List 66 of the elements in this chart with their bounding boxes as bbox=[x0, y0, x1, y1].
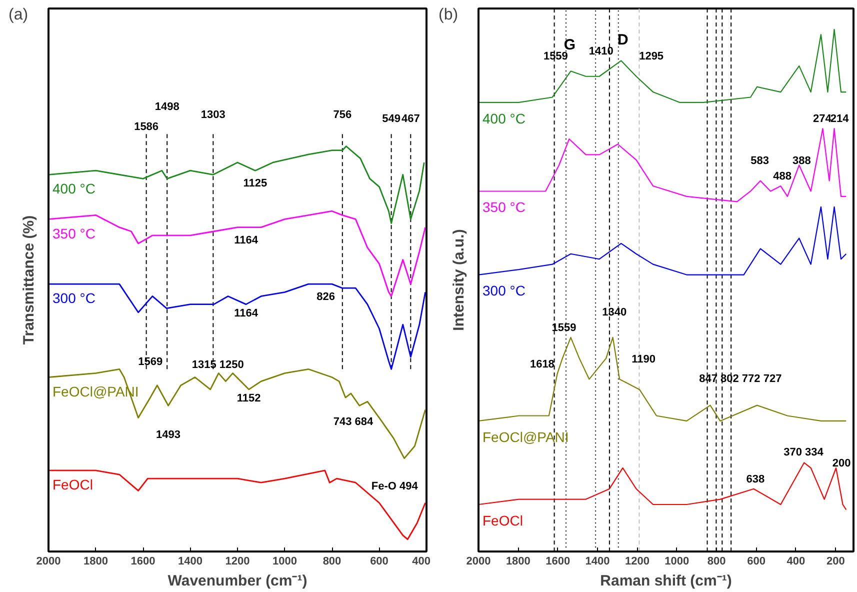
x-tick-label: 1400 bbox=[585, 556, 610, 568]
text: 467 bbox=[401, 112, 420, 125]
chart-title: (b) bbox=[438, 6, 458, 24]
x-tick-label: 1000 bbox=[664, 556, 690, 568]
x-tick-label: 600 bbox=[370, 556, 388, 568]
x-axis-title: Wavenumber (cm⁻¹) bbox=[168, 572, 308, 590]
annotation: 1410 bbox=[588, 45, 614, 58]
x-tick-label: 1400 bbox=[178, 556, 202, 568]
x-tick-label: 1800 bbox=[506, 556, 530, 568]
annotation: 1559 bbox=[552, 322, 576, 334]
text: 549 bbox=[382, 112, 400, 125]
annotation: 488 bbox=[773, 170, 792, 183]
annotation: 743 684 bbox=[333, 416, 374, 428]
x-tick-label: 1600 bbox=[546, 556, 570, 568]
annotation: 1340 bbox=[602, 306, 627, 318]
x-tick-label: 800 bbox=[322, 556, 342, 568]
x-tick-label: 600 bbox=[747, 556, 766, 568]
text: 1586 bbox=[134, 121, 159, 134]
text: 1303 bbox=[200, 108, 226, 121]
series-label: FeOCl bbox=[482, 512, 523, 528]
annotation: 388 bbox=[792, 154, 811, 167]
series-label: 400 °C bbox=[482, 110, 526, 126]
annotation: 1559 bbox=[543, 50, 568, 62]
annotation: 1190 bbox=[632, 353, 656, 366]
x-tick-label: 800 bbox=[707, 556, 726, 568]
series-label: FeOCl@PANI bbox=[482, 428, 569, 445]
text: 1498 bbox=[154, 100, 180, 113]
annotation: D bbox=[618, 31, 629, 48]
chart-title: (a) bbox=[8, 6, 28, 24]
annotation: 1493 bbox=[156, 428, 181, 441]
x-axis-title: Raman shift (cm⁻¹) bbox=[600, 572, 732, 590]
x-tick-label: 200 bbox=[826, 556, 845, 568]
annotation: 1569 bbox=[138, 356, 163, 368]
series-label: 400 °C bbox=[52, 180, 96, 197]
x-tick-label: 1000 bbox=[272, 556, 297, 568]
x-tick-label: 1800 bbox=[84, 556, 108, 568]
x-tick-label: 1200 bbox=[225, 556, 250, 568]
x-tick-label: 400 bbox=[412, 556, 431, 568]
x-tick-label: 2000 bbox=[36, 556, 61, 568]
annotation: 1125 bbox=[243, 178, 268, 190]
annotation: 583 bbox=[750, 154, 770, 167]
annotation: 1152 bbox=[236, 392, 261, 405]
annotation: 214 bbox=[830, 113, 850, 126]
y-axis-title: Transmittance (%) bbox=[20, 215, 38, 345]
annotation: 1618 bbox=[530, 358, 554, 371]
annotation: 370 334 bbox=[784, 446, 824, 458]
annotation: 1315 1250 bbox=[192, 359, 244, 372]
series-label: 300 °C bbox=[52, 290, 96, 306]
annotation: 274 bbox=[812, 113, 832, 126]
series-label: 300 °C bbox=[482, 282, 526, 299]
annotation: 1164 bbox=[234, 307, 259, 320]
annotation: 826 bbox=[316, 291, 336, 304]
annotation: Fe-O 494 bbox=[371, 480, 419, 493]
x-tick-label: 2000 bbox=[466, 556, 491, 568]
x-tick-label: 1200 bbox=[624, 556, 650, 568]
series-label: 350 °C bbox=[52, 225, 96, 242]
annotation: 638 bbox=[746, 473, 765, 486]
x-tick-label: 1600 bbox=[130, 556, 156, 568]
annotation: 200 bbox=[832, 458, 851, 470]
y-axis-title: Intensity (a.u.) bbox=[450, 229, 468, 331]
series-label: FeOCl bbox=[52, 476, 93, 493]
text: 756 bbox=[333, 108, 352, 121]
series-label: 350 °C bbox=[482, 199, 526, 216]
x-tick-label: 400 bbox=[786, 556, 806, 568]
annotation: 1164 bbox=[234, 234, 259, 246]
annotation: 1295 bbox=[639, 50, 664, 62]
